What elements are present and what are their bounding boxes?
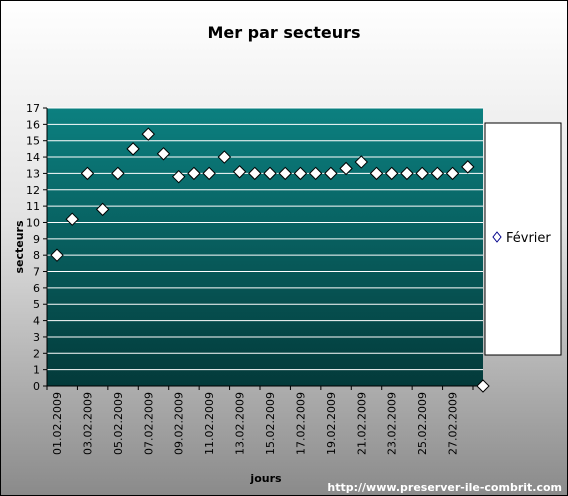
x-tick-label: 09.02.2009 <box>173 392 186 455</box>
data-point <box>293 166 308 181</box>
y-tick-label: 10 <box>26 216 40 229</box>
x-tick-label: 15.02.2009 <box>264 392 277 455</box>
x-tick-label: 07.02.2009 <box>142 392 155 455</box>
y-tick-label: 0 <box>33 380 40 393</box>
data-point <box>415 166 429 181</box>
legend-label: Février <box>506 231 551 246</box>
x-tick-label: 13.02.2009 <box>234 392 247 455</box>
x-tick-label: 01.02.2009 <box>51 392 64 455</box>
y-tick-label: 14 <box>26 151 40 164</box>
y-tick-label: 5 <box>33 298 40 311</box>
data-point <box>369 166 384 181</box>
y-tick-label: 16 <box>26 118 40 131</box>
data-point <box>339 161 353 176</box>
data-point <box>430 166 445 181</box>
legend: Février <box>484 122 562 356</box>
y-tick-label: 11 <box>26 200 40 213</box>
x-tick-label: 21.02.2009 <box>355 392 368 455</box>
data-series-fevrier <box>50 127 490 393</box>
data-point <box>172 169 186 184</box>
data-point <box>263 166 277 181</box>
data-point <box>354 155 368 169</box>
data-point <box>50 248 64 262</box>
y-tick-label: 1 <box>33 364 40 377</box>
y-tick-label: 12 <box>26 184 40 197</box>
data-point <box>232 165 247 179</box>
x-tick-label: 27.02.2009 <box>447 392 460 455</box>
x-tick-label: 17.02.2009 <box>294 392 307 455</box>
x-tick-label: 05.02.2009 <box>112 392 125 455</box>
y-tick-label: 2 <box>33 347 40 360</box>
data-point <box>156 147 171 161</box>
data-point <box>400 166 414 181</box>
plot-area <box>47 108 483 386</box>
y-tick-label: 17 <box>26 102 40 115</box>
y-tick-label: 8 <box>33 249 40 262</box>
y-tick-label: 4 <box>33 315 40 328</box>
data-point <box>308 166 323 181</box>
x-tick-label: 23.02.2009 <box>386 392 399 455</box>
x-axis-ticks: 01.02.2009 03.02.2009 05.02.2009 07.02.2009… <box>46 386 474 455</box>
y-axis-title: secteurs <box>13 220 26 274</box>
y-tick-label: 9 <box>33 233 40 246</box>
data-point <box>80 166 95 181</box>
data-point <box>141 127 155 141</box>
data-point <box>65 212 79 226</box>
data-point <box>187 166 201 181</box>
data-point <box>248 166 262 181</box>
footer-url: http://www.preserver-ile-combrit.com <box>327 481 562 494</box>
y-tick-label: 6 <box>33 282 40 295</box>
chart-title: Mer par secteurs <box>207 23 360 42</box>
x-axis-title: jours <box>249 472 282 485</box>
y-tick-label: 7 <box>33 266 40 279</box>
data-point <box>95 202 110 217</box>
x-tick-label: 11.02.2009 <box>203 392 216 455</box>
x-tick-label: 19.02.2009 <box>325 392 338 455</box>
data-point <box>385 166 399 181</box>
data-point <box>217 150 232 164</box>
data-point <box>126 142 140 156</box>
data-point <box>202 166 216 181</box>
data-point <box>278 166 292 181</box>
data-point <box>324 166 338 181</box>
data-point <box>461 160 475 174</box>
x-tick-label: 25.02.2009 <box>416 392 429 455</box>
y-tick-label: 3 <box>33 331 40 344</box>
data-point <box>111 166 125 181</box>
data-point <box>445 166 460 181</box>
y-tick-label: 13 <box>26 167 40 180</box>
legend-marker-diamond-icon <box>492 231 502 243</box>
data-point <box>476 379 490 393</box>
x-tick-label: 03.02.2009 <box>81 392 94 455</box>
y-tick-label: 15 <box>26 135 40 148</box>
legend-box <box>484 122 562 356</box>
